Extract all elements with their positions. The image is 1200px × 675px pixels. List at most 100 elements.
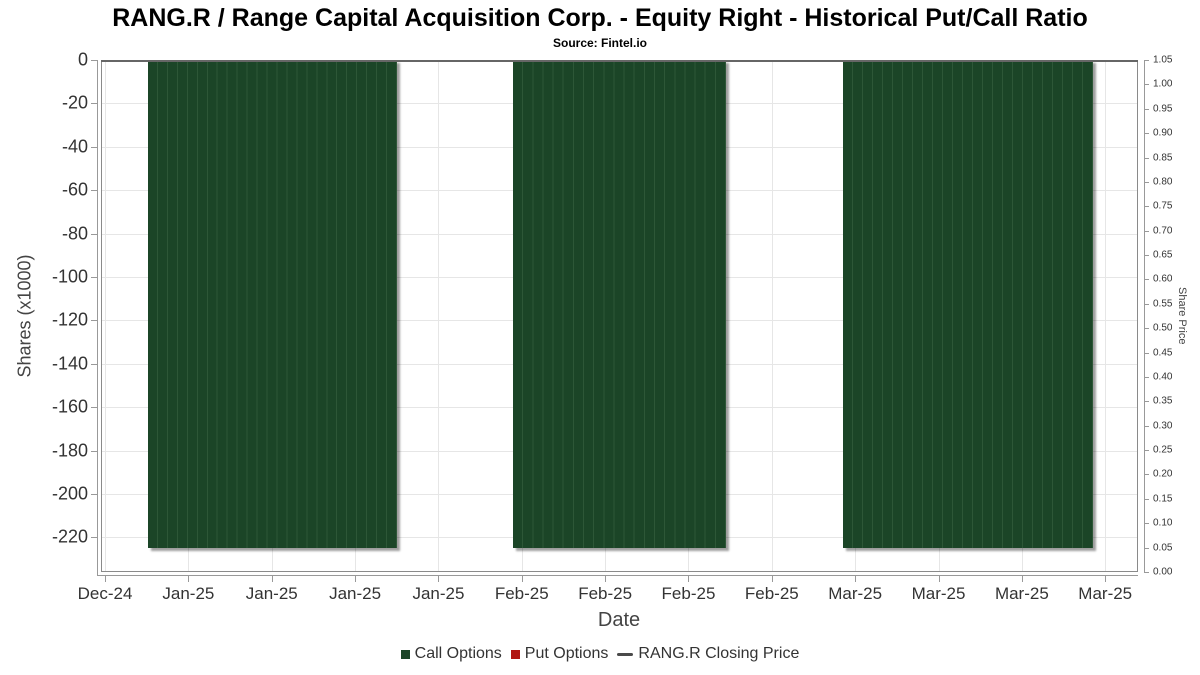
legend-item-call-options[interactable]: Call Options	[400, 645, 502, 663]
x-axis-tick	[188, 576, 190, 582]
right-axis-tick	[1144, 425, 1149, 427]
legend-item-put-options[interactable]: Put Options	[510, 645, 609, 663]
right-axis-tick	[1144, 206, 1149, 208]
x-axis-tick	[688, 576, 690, 582]
x-axis-tick-label: Feb-25	[744, 584, 799, 603]
left-axis-tick-label: -80	[61, 223, 88, 244]
x-axis-tick-label: Jan-25	[162, 584, 215, 603]
x-axis-tick	[1021, 576, 1023, 582]
x-axis-tick	[938, 576, 940, 582]
left-axis-tick	[91, 146, 98, 148]
left-axis-tick	[91, 320, 98, 322]
right-axis-title: Share Price	[1176, 287, 1188, 345]
right-axis-tick-label: 0.50	[1153, 322, 1173, 334]
right-axis-tick	[1144, 279, 1149, 281]
right-axis-tick-label: 0.15	[1153, 493, 1173, 505]
x-axis-tick	[105, 576, 107, 582]
left-axis-tick-label: -100	[51, 266, 88, 287]
chart-subtitle: Source: Fintel.io	[552, 36, 647, 50]
legend-label: Put Options	[524, 645, 609, 662]
x-axis-tick-label: Mar-25	[994, 584, 1049, 603]
x-axis-tick-label: Mar-25	[911, 584, 966, 603]
right-axis-tick	[1144, 303, 1149, 305]
right-axis-tick-label: 1.05	[1153, 54, 1173, 66]
left-axis-tick	[91, 450, 98, 452]
right-axis-tick-label: 0.55	[1153, 298, 1173, 310]
x-axis-tick-label: Mar-25	[828, 584, 883, 603]
right-axis-tick	[1144, 498, 1149, 500]
v-gridline	[438, 60, 440, 572]
left-axis-tick-label: -140	[51, 353, 88, 374]
left-axis-tick	[91, 537, 98, 539]
right-axis-tick-label: 0.30	[1153, 420, 1173, 432]
right-axis-tick	[1144, 352, 1149, 354]
right-axis-tick	[1144, 401, 1149, 403]
x-axis-tick-label: Feb-25	[661, 584, 716, 603]
right-axis-tick	[1144, 84, 1149, 86]
left-axis-tick	[91, 407, 98, 409]
x-axis-tick-label: Feb-25	[494, 584, 549, 603]
left-axis-tick-label: -220	[51, 526, 88, 547]
right-axis-tick-label: 0.45	[1153, 347, 1173, 359]
x-axis-tick-label: Dec-24	[77, 584, 133, 603]
right-axis-tick-label: 0.90	[1153, 127, 1173, 139]
left-axis-tick-label: -20	[61, 92, 88, 113]
right-axis-tick	[1144, 474, 1149, 476]
x-axis-tick-label: Mar-25	[1078, 584, 1133, 603]
left-axis-tick	[91, 190, 98, 192]
left-axis-tick-label: -120	[51, 309, 88, 330]
right-axis-tick	[1144, 108, 1149, 110]
left-axis-tick-label: -180	[51, 440, 88, 460]
x-axis-tick-label: Feb-25	[578, 584, 633, 603]
x-axis-tick	[355, 576, 357, 582]
right-axis-tick	[1144, 181, 1149, 183]
right-axis-tick-label: 0.35	[1153, 395, 1173, 407]
legend-line-icon	[617, 652, 634, 656]
left-axis-title: Shares (x1000)	[14, 254, 35, 378]
x-axis-tick-label: Jan-25	[329, 584, 382, 603]
left-axis-line	[97, 60, 98, 576]
x-axis-tick	[1105, 576, 1107, 582]
x-axis-tick	[605, 576, 607, 582]
right-axis-tick-label: 0.75	[1153, 200, 1173, 212]
right-axis-tick-label: 0.20	[1153, 468, 1173, 480]
right-axis-tick	[1144, 450, 1149, 452]
plot-area[interactable]: 0 -20 -40 -60 -80 -100 -120 -140 -160 -180 -200 -22…	[52, 50, 1173, 604]
x-axis-tick	[521, 576, 523, 582]
call-options-bars[interactable]	[842, 60, 1093, 549]
right-axis-tick	[1144, 133, 1149, 135]
bottom-axis-line	[97, 575, 1138, 576]
legend-square-icon	[510, 649, 520, 659]
x-axis-title: Date	[597, 609, 641, 631]
right-axis-tick-label: 0.85	[1153, 152, 1173, 164]
right-axis-tick-label: 0.40	[1153, 371, 1173, 383]
left-axis-tick	[91, 233, 98, 235]
right-axis-tick	[1144, 376, 1149, 378]
right-axis-tick-label: 0.65	[1153, 249, 1173, 261]
right-axis-tick-label: 0.95	[1153, 103, 1173, 115]
legend-label: Call Options	[414, 645, 502, 662]
left-axis-tick-label: 0	[77, 49, 88, 70]
left-axis-tick-label: -60	[61, 179, 88, 200]
x-axis-tick-label: Jan-25	[412, 584, 465, 603]
legend-item-rang-r-closing-price[interactable]: RANG.R Closing Price	[617, 645, 799, 663]
left-axis-tick	[91, 276, 98, 278]
left-axis-tick-label: -160	[51, 396, 88, 417]
right-axis-tick-label: 0.00	[1153, 566, 1173, 578]
right-axis-tick	[1144, 547, 1149, 549]
left-axis-tick	[91, 103, 98, 105]
left-axis-tick	[91, 493, 98, 495]
right-axis-line	[1144, 60, 1145, 572]
right-axis-tick	[1144, 255, 1149, 257]
right-axis-tick-label: 0.80	[1153, 176, 1173, 188]
right-axis-tick-label: 0.10	[1153, 517, 1173, 529]
right-axis-tick	[1144, 230, 1149, 232]
x-axis-tick	[438, 576, 440, 582]
x-axis-tick-label: Jan-25	[245, 584, 298, 603]
call-options-bars[interactable]	[147, 60, 397, 549]
x-axis-tick	[271, 576, 273, 582]
legend: Call Options Put Options RANG.R Closing Pr…	[0, 645, 1200, 663]
call-options-bars[interactable]	[513, 60, 726, 549]
right-axis-tick	[1144, 523, 1149, 525]
right-axis-tick-label: 0.70	[1153, 225, 1173, 237]
